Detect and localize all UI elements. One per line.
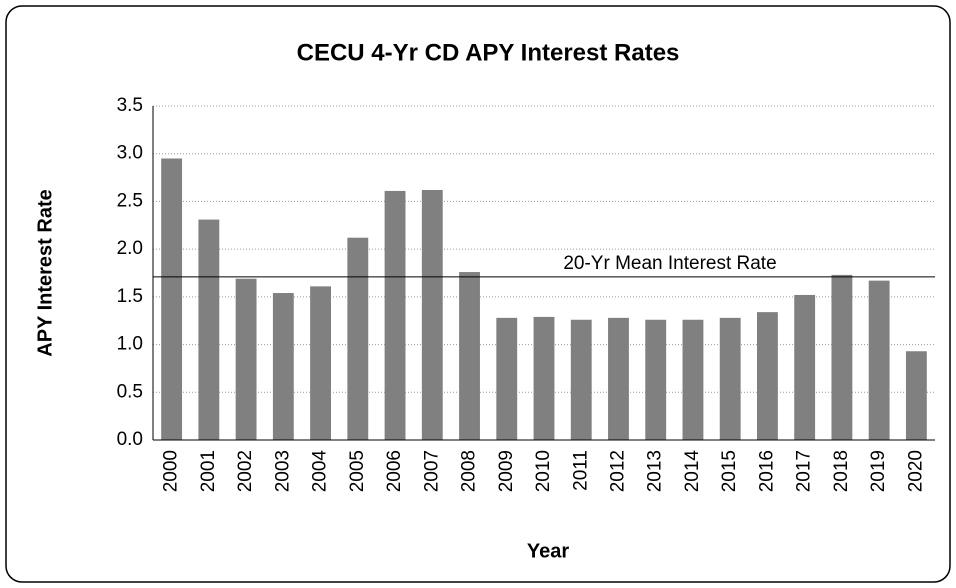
y-tick-label: 0.0 [117, 429, 143, 450]
x-axis-title: Year [527, 540, 569, 562]
x-tick-label: 2017 [794, 450, 815, 492]
x-tick-label: 2015 [719, 450, 740, 492]
x-tick-label: 2006 [384, 450, 405, 492]
bar [235, 278, 257, 440]
x-tick-label: 2007 [421, 450, 442, 492]
x-tick-label: 2020 [905, 450, 926, 492]
bar [868, 280, 890, 440]
x-tick-label: 2018 [831, 450, 852, 492]
bar [757, 312, 778, 440]
x-tick-label: 2004 [310, 450, 331, 493]
y-tick-label: 1.0 [117, 334, 143, 355]
x-tick-label: 2005 [347, 450, 368, 492]
bar [719, 317, 741, 440]
bar [682, 319, 704, 440]
x-tick-label: 2019 [868, 450, 889, 492]
bar [570, 319, 592, 440]
y-tick-label: 1.5 [117, 286, 143, 307]
bar [310, 286, 331, 440]
x-tick-label: 2009 [496, 450, 517, 492]
y-axis-title: APY Interest Rate [34, 189, 56, 356]
bar [905, 351, 927, 440]
y-tick-label: 2.0 [117, 238, 143, 259]
x-tick-label: 2000 [161, 450, 182, 492]
bar [272, 293, 294, 440]
x-tick-label: 2010 [533, 450, 554, 492]
y-tick-label: 3.0 [117, 143, 143, 164]
x-tick-label: 2011 [570, 450, 591, 491]
bar [496, 317, 518, 440]
x-tick-label: 2013 [645, 450, 666, 492]
bar [459, 272, 480, 440]
y-tick-label: 0.5 [117, 381, 143, 402]
bar [198, 219, 220, 440]
bar [794, 294, 816, 440]
x-tick-label: 2014 [682, 450, 703, 493]
bar [608, 317, 629, 440]
x-tick-label: 2016 [756, 450, 777, 492]
bar [384, 190, 406, 440]
y-tick-label: 2.5 [117, 190, 143, 211]
x-tick-label: 2003 [272, 450, 293, 492]
bar [533, 316, 555, 440]
x-tick-label: 2001 [198, 450, 219, 492]
bar [645, 319, 667, 440]
bar [831, 274, 853, 440]
x-tick-label: 2012 [607, 450, 628, 492]
chart-title: CECU 4-Yr CD APY Interest Rates [297, 39, 680, 66]
x-tick-label: 2002 [235, 450, 256, 492]
bar [161, 158, 183, 440]
bar [421, 189, 443, 440]
y-tick-label: 3.5 [117, 95, 143, 116]
mean-line-label: 20-Yr Mean Interest Rate [563, 253, 776, 274]
x-tick-label: 2008 [459, 450, 480, 492]
bar [347, 237, 369, 440]
